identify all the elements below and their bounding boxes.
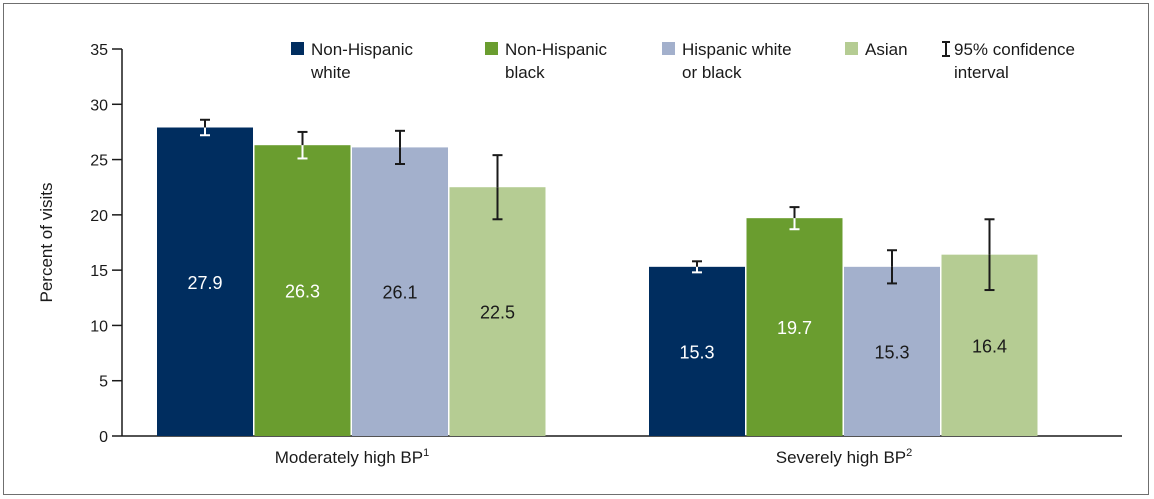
x-category-footnote-marker: 1 (423, 447, 429, 459)
legend-swatch (485, 42, 498, 55)
bar-value-label: 16.4 (972, 336, 1007, 356)
bar-value-label: 19.7 (777, 318, 812, 338)
y-tick-label: 35 (90, 42, 108, 59)
bar (254, 145, 351, 436)
bar-value-label: 27.9 (187, 273, 222, 293)
bar (157, 127, 253, 437)
legend-label: white (310, 63, 351, 82)
legend-label: or black (682, 63, 742, 82)
y-axis-title: Percent of visits (37, 183, 56, 303)
bar (746, 218, 843, 436)
legend-swatch (291, 42, 304, 55)
legend-label: Non-Hispanic (505, 40, 608, 59)
bar (844, 266, 940, 436)
bar-value-label: 26.1 (382, 283, 417, 303)
legend-label: black (505, 63, 545, 82)
x-category-label: Severely high BP2 (776, 447, 913, 467)
bar-value-label: 15.3 (874, 342, 909, 362)
legend-swatch (662, 42, 675, 55)
ci-legend-label: 95% confidence (954, 40, 1075, 59)
x-category-label-text: Severely high BP (776, 448, 906, 467)
x-category-label-text: Moderately high BP (275, 448, 423, 467)
bar (649, 266, 745, 436)
bar-value-label: 26.3 (285, 282, 320, 302)
bar (352, 147, 448, 436)
x-category-footnote-marker: 2 (906, 447, 912, 459)
y-tick-label: 30 (90, 97, 108, 114)
y-tick-label: 20 (90, 208, 108, 225)
legend-swatch (845, 42, 858, 55)
y-tick-label: 10 (90, 318, 108, 335)
bar-value-label: 22.5 (480, 303, 515, 323)
chart-frame (3, 3, 1149, 495)
legend-label: Asian (865, 40, 908, 59)
y-tick-label: 25 (90, 153, 108, 170)
y-tick-label: 15 (90, 263, 108, 280)
ci-legend-label: interval (954, 63, 1009, 82)
y-tick-label: 5 (99, 374, 108, 391)
legend-label: Hispanic white (682, 40, 792, 59)
y-tick-label: 0 (99, 429, 108, 446)
bar-value-label: 15.3 (679, 342, 714, 362)
x-category-label: Moderately high BP1 (275, 447, 430, 467)
legend-label: Non-Hispanic (311, 40, 414, 59)
bar (449, 187, 546, 436)
